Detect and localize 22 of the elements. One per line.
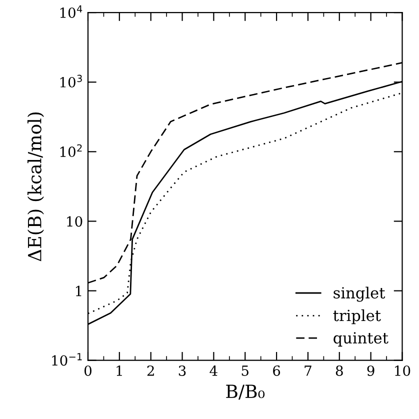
y-tick-label: 10$^{4}$ bbox=[60, 5, 82, 18]
y-tick-label: 10 bbox=[67, 216, 82, 227]
x-tick-label: 6 bbox=[273, 365, 280, 376]
x-axis-title: B/B₀ bbox=[226, 384, 265, 400]
x-tick-label: 3 bbox=[178, 365, 186, 376]
x-tick-label: 10 bbox=[395, 365, 410, 376]
x-tick-label: 2 bbox=[147, 365, 154, 376]
x-tick-label: 1 bbox=[116, 365, 122, 376]
x-tick-label: 8 bbox=[336, 365, 343, 376]
x-tick-label: 5 bbox=[242, 366, 248, 376]
x-tick-label: 9 bbox=[367, 365, 374, 376]
legend-label: singlet bbox=[334, 286, 386, 302]
y-axis-title: ΔE(B) (kcal/mol) bbox=[27, 112, 44, 262]
x-tick-label: 4 bbox=[210, 365, 218, 376]
x-tick-label: 7 bbox=[304, 366, 312, 376]
legend-label: triplet bbox=[333, 309, 381, 324]
y-tick-label: 10$^{−1}$ bbox=[52, 353, 82, 366]
y-tick-label: 10$^{3}$ bbox=[60, 74, 82, 88]
y-tick-label: 10$^{2}$ bbox=[60, 144, 82, 158]
y-tick-label: 1 bbox=[76, 286, 82, 296]
x-tick-label: 0 bbox=[84, 365, 92, 376]
legend-label: quintet bbox=[334, 332, 388, 347]
